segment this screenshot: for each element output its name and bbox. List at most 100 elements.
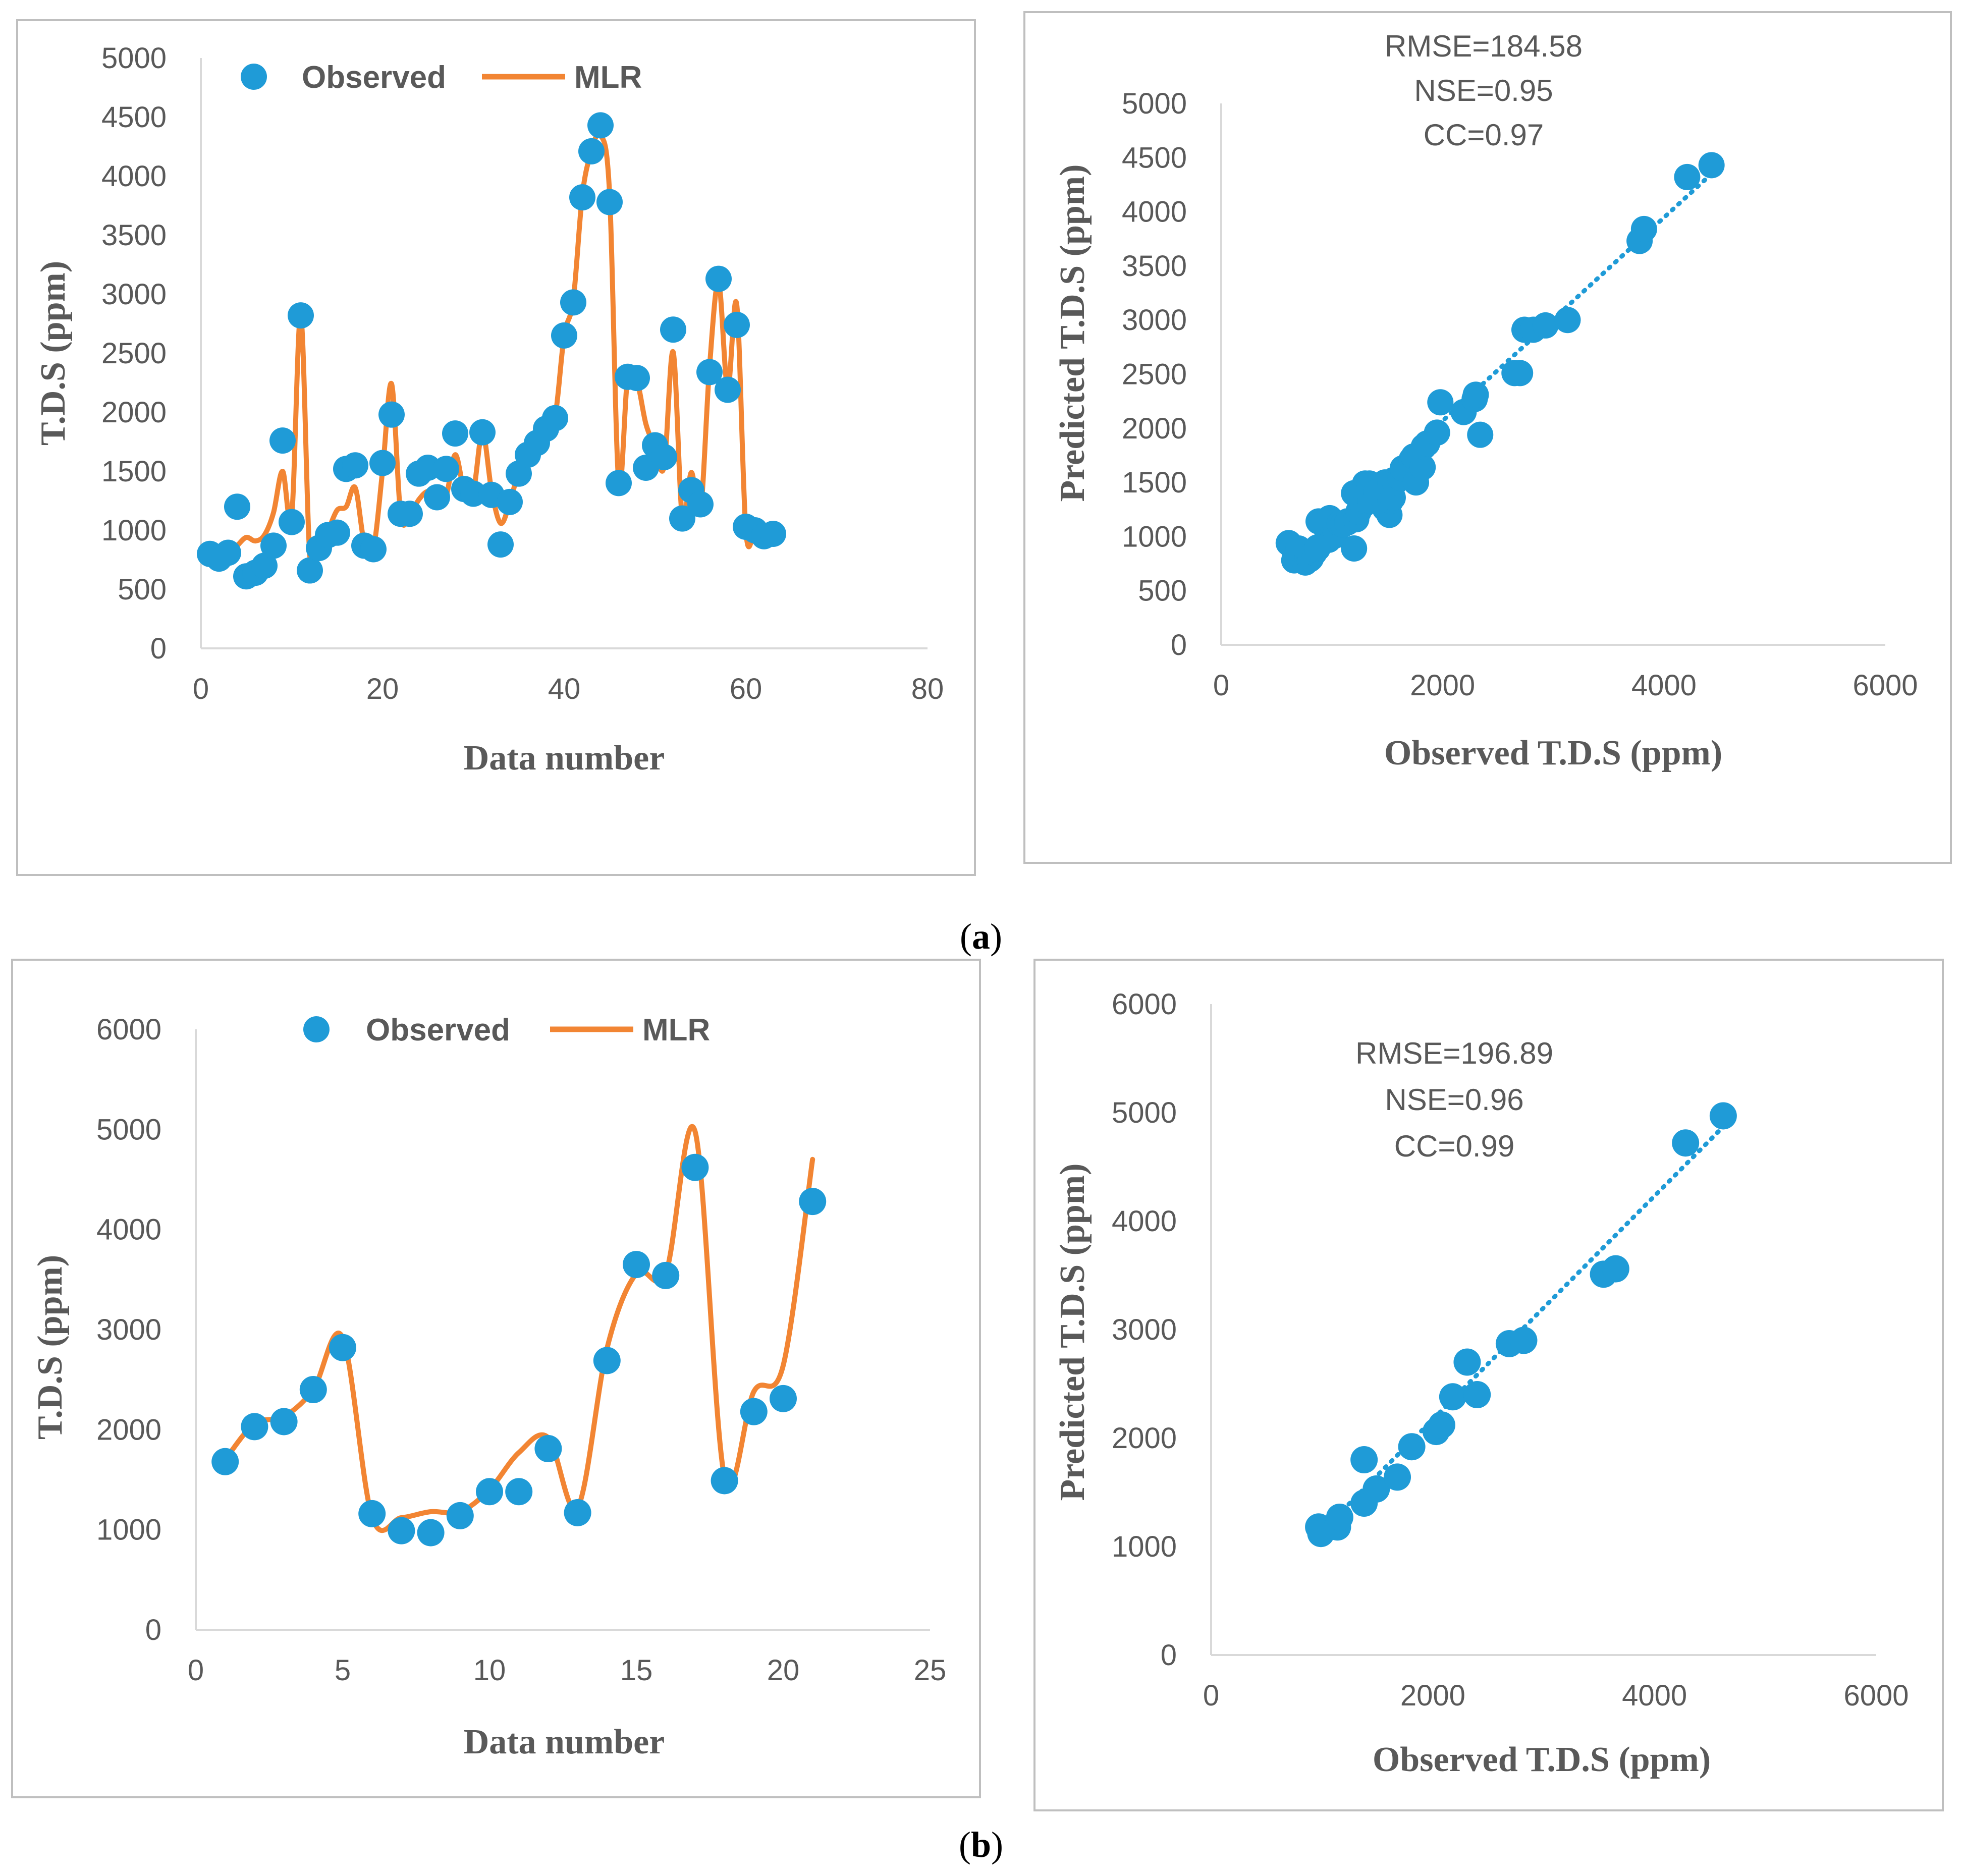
x-tick-label: 60 bbox=[730, 673, 762, 705]
chart-b-scatter: 0 2000 4000 6000 0 1000 2000 3000 4000 5000 6000 R… bbox=[1033, 959, 1944, 1811]
observed-point bbox=[360, 536, 387, 563]
observed-point bbox=[770, 1385, 797, 1412]
chart-b-series-ticks: 0 5 10 15 20 25 0 1000 2000 3000 4000 5000 6000 bbox=[96, 1013, 946, 1687]
y-tick-label: 3500 bbox=[101, 219, 167, 252]
x-tick-label: 2000 bbox=[1410, 669, 1475, 702]
observed-point bbox=[487, 531, 514, 558]
chart-a-series-observed-points bbox=[197, 112, 786, 590]
chart-a-series-x-title: Data number bbox=[464, 739, 665, 778]
y-tick-label: 5000 bbox=[1112, 1096, 1177, 1129]
scatter-point bbox=[1304, 534, 1331, 561]
scatter-point bbox=[1510, 1327, 1538, 1354]
observed-point bbox=[624, 365, 650, 392]
observed-point bbox=[424, 484, 450, 511]
chart-b-scatter-y-title: Predicted T.D.S (ppm) bbox=[1053, 1164, 1092, 1501]
scatter-point bbox=[1602, 1255, 1629, 1283]
y-tick-label: 1000 bbox=[1112, 1530, 1177, 1563]
chart-a-series-ticks: 0 20 40 60 80 0 500 1000 1500 2000 2500 3000 3500 400… bbox=[101, 42, 944, 705]
y-tick-label: 500 bbox=[118, 573, 167, 606]
chart-a-scatter-y-title: Predicted T.D.S (ppm) bbox=[1053, 164, 1092, 502]
observed-point bbox=[215, 539, 241, 566]
chart-a-series-y-title: T.D.S (ppm) bbox=[34, 261, 73, 446]
observed-point bbox=[260, 532, 287, 559]
observed-point bbox=[560, 289, 586, 316]
observed-point bbox=[569, 184, 595, 211]
x-tick-label: 4000 bbox=[1622, 1679, 1687, 1712]
chart-b-series-x-title: Data number bbox=[464, 1723, 665, 1761]
scatter-point bbox=[1439, 1383, 1466, 1411]
scatter-point bbox=[1674, 163, 1701, 190]
scatter-point bbox=[1350, 1446, 1378, 1473]
observed-point bbox=[711, 1467, 738, 1495]
scatter-point bbox=[1462, 381, 1489, 408]
chart-b-series: 0 5 10 15 20 25 0 1000 2000 3000 4000 5000 6000 Obse… bbox=[11, 959, 981, 1798]
y-tick-label: 0 bbox=[150, 632, 167, 665]
scatter-point bbox=[1698, 152, 1725, 179]
chart-a-scatter-x-title: Observed T.D.S (ppm) bbox=[1384, 734, 1722, 773]
chart-b-series-frame bbox=[11, 959, 981, 1798]
legend-mlr-label: MLR bbox=[642, 1013, 710, 1047]
chart-b-series-legend: Observed MLR bbox=[303, 1013, 710, 1047]
observed-point bbox=[696, 359, 723, 385]
observed-point bbox=[497, 488, 523, 515]
chart-b-scatter-stats: RMSE=196.89 NSE=0.96 CC=0.99 bbox=[1355, 1036, 1553, 1163]
x-tick-label: 0 bbox=[193, 673, 209, 705]
observed-point bbox=[715, 376, 741, 403]
y-tick-label: 6000 bbox=[1112, 988, 1177, 1021]
scatter-point bbox=[1427, 389, 1454, 416]
scatter-point bbox=[1384, 1463, 1411, 1491]
y-tick-label: 0 bbox=[1171, 629, 1187, 661]
y-tick-label: 1000 bbox=[101, 514, 167, 547]
legend-observed-label: Observed bbox=[366, 1013, 510, 1047]
y-tick-label: 2500 bbox=[1122, 358, 1187, 391]
y-tick-label: 4000 bbox=[1112, 1205, 1177, 1238]
x-tick-label: 0 bbox=[1203, 1679, 1219, 1712]
y-tick-label: 0 bbox=[145, 1614, 161, 1646]
y-tick-label: 1000 bbox=[1122, 520, 1187, 553]
y-tick-label: 4500 bbox=[101, 101, 167, 134]
x-tick-label: 15 bbox=[620, 1654, 653, 1687]
x-tick-label: 40 bbox=[548, 673, 581, 705]
observed-point bbox=[724, 311, 750, 338]
stat-nse: NSE=0.96 bbox=[1385, 1083, 1523, 1117]
y-tick-label: 500 bbox=[1138, 575, 1187, 608]
observed-point bbox=[596, 189, 623, 215]
observed-point bbox=[587, 112, 614, 139]
scatter-point bbox=[1630, 215, 1657, 242]
stat-cc: CC=0.97 bbox=[1424, 118, 1544, 152]
y-tick-label: 3000 bbox=[101, 278, 167, 311]
observed-point bbox=[388, 1517, 415, 1544]
chart-a-scatter-ticks: 0 2000 4000 6000 0 500 1000 1500 2000 2500 3000 350… bbox=[1122, 87, 1918, 702]
observed-point bbox=[288, 302, 314, 329]
observed-point bbox=[369, 450, 396, 476]
observed-point bbox=[534, 1435, 562, 1463]
observed-point bbox=[705, 265, 732, 292]
chart-a-series: 0 20 40 60 80 0 500 1000 1500 2000 2500 3000 3500 400… bbox=[16, 19, 976, 876]
chart-b-scatter-points bbox=[1305, 1102, 1737, 1548]
x-tick-label: 6000 bbox=[1843, 1679, 1909, 1712]
legend-observed-marker bbox=[241, 64, 267, 90]
x-tick-label: 25 bbox=[914, 1654, 947, 1687]
scatter-point bbox=[1532, 312, 1559, 339]
x-tick-label: 10 bbox=[473, 1654, 506, 1687]
observed-point bbox=[324, 519, 350, 546]
observed-point bbox=[433, 456, 459, 482]
observed-point bbox=[397, 501, 423, 527]
scatter-point bbox=[1554, 307, 1581, 334]
observed-point bbox=[760, 521, 786, 547]
y-tick-label: 1000 bbox=[96, 1514, 161, 1547]
y-tick-label: 3000 bbox=[96, 1313, 161, 1346]
y-tick-label: 0 bbox=[1161, 1639, 1177, 1672]
chart-b-scatter-x-title: Observed T.D.S (ppm) bbox=[1373, 1740, 1711, 1779]
observed-point bbox=[446, 1502, 474, 1529]
scatter-point bbox=[1507, 360, 1534, 387]
x-tick-label: 4000 bbox=[1631, 669, 1697, 702]
y-tick-label: 5000 bbox=[96, 1113, 161, 1146]
y-tick-label: 6000 bbox=[96, 1013, 161, 1046]
observed-point bbox=[687, 491, 714, 518]
y-tick-label: 2000 bbox=[101, 396, 167, 429]
scatter-point bbox=[1463, 1381, 1491, 1408]
observed-point bbox=[417, 1519, 445, 1547]
x-tick-label: 0 bbox=[188, 1654, 204, 1687]
